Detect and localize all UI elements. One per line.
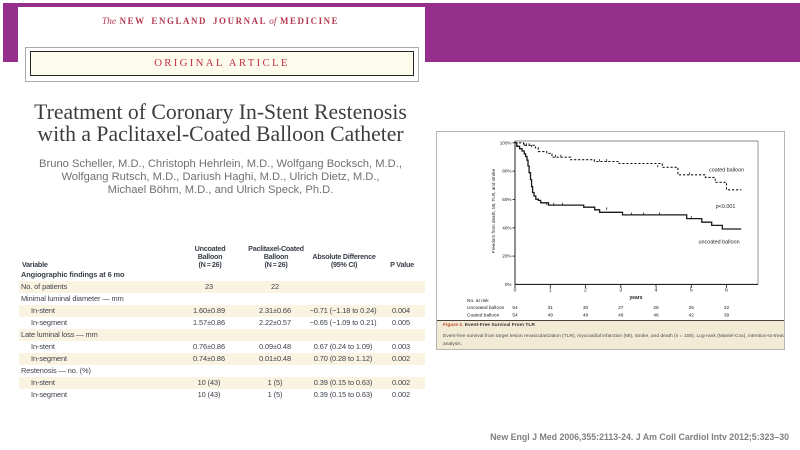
svg-text:54: 54 <box>512 305 518 311</box>
svg-text:60%: 60% <box>502 197 511 202</box>
svg-text:39: 39 <box>724 313 730 319</box>
svg-text:p<0.001: p<0.001 <box>716 204 736 210</box>
svg-text:years: years <box>629 295 642 301</box>
svg-text:26: 26 <box>653 305 659 311</box>
svg-text:2: 2 <box>584 287 587 293</box>
svg-text:Coated balloon: Coated balloon <box>467 313 500 319</box>
svg-text:0: 0 <box>514 287 517 293</box>
svg-text:6: 6 <box>725 287 728 293</box>
svg-text:3: 3 <box>619 287 622 293</box>
svg-text:coated balloon: coated balloon <box>709 168 744 174</box>
svg-text:No. at risk: No. at risk <box>467 298 489 304</box>
svg-text:54: 54 <box>512 313 518 319</box>
svg-text:20%: 20% <box>502 254 511 259</box>
svg-text:46: 46 <box>653 313 659 319</box>
svg-text:27: 27 <box>618 305 624 311</box>
svg-text:40%: 40% <box>502 225 511 230</box>
svg-text:Freedom from death, MI, TLR, a: Freedom from death, MI, TLR, and stroke <box>491 168 496 253</box>
svg-text:30: 30 <box>583 305 589 311</box>
svg-text:46: 46 <box>618 313 624 319</box>
svg-text:5: 5 <box>690 287 693 293</box>
svg-text:22: 22 <box>724 305 730 311</box>
svg-text:4: 4 <box>655 287 658 293</box>
svg-text:42: 42 <box>689 313 695 319</box>
svg-text:25: 25 <box>689 305 695 311</box>
svg-text:100%: 100% <box>500 140 512 145</box>
svg-text:Uncoated balloon: Uncoated balloon <box>467 305 505 311</box>
svg-text:uncoated balloon: uncoated balloon <box>699 240 740 246</box>
svg-text:31: 31 <box>548 305 554 311</box>
svg-text:1: 1 <box>549 287 552 293</box>
svg-text:49: 49 <box>548 313 554 319</box>
svg-text:0%: 0% <box>505 282 512 287</box>
svg-text:80%: 80% <box>502 169 511 174</box>
svg-text:48: 48 <box>583 313 589 319</box>
